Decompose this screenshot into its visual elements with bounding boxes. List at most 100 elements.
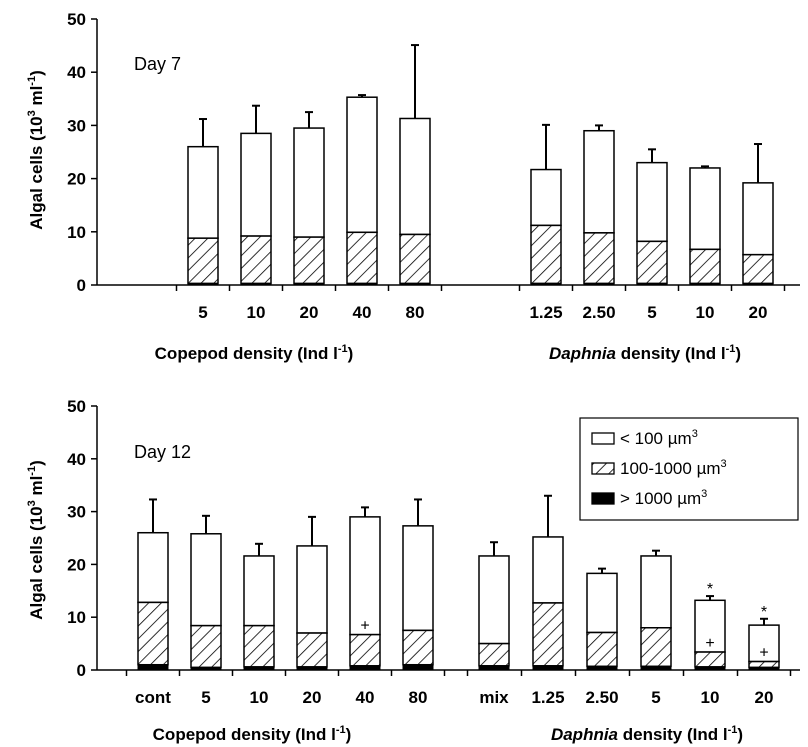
- bar-large-cells: [190, 666, 222, 671]
- bar-medium-cells: [346, 231, 378, 285]
- bar-medium-cells: [640, 627, 672, 668]
- bar-large-cells: [742, 282, 774, 286]
- bar-large-cells: [137, 664, 169, 671]
- x-axis-label: Daphnia density (Ind l-1​): [551, 724, 743, 744]
- x-tick-label: 20: [303, 688, 322, 707]
- bar-medium-cells: [399, 233, 431, 285]
- bar-small-cells: [137, 531, 169, 604]
- x-tick-label: 5: [201, 688, 210, 707]
- bar-medium-cells: [296, 632, 328, 668]
- y-axis-label: Algal cells (103​ ml-1​): [26, 70, 46, 230]
- bar-medium-cells: [349, 633, 381, 667]
- bar-large-cells: [748, 666, 780, 671]
- x-tick-label: 10: [701, 688, 720, 707]
- bar-small-cells: [243, 555, 275, 627]
- bar-medium-cells: [243, 624, 275, 668]
- bar-small-cells: [583, 129, 615, 234]
- bar-small-cells: [399, 117, 431, 236]
- x-tick-label: 20: [755, 688, 774, 707]
- bar-small-cells: [187, 145, 219, 239]
- bar-small-cells: [402, 525, 434, 632]
- bar-small-cells: [748, 624, 780, 663]
- y-tick-label: 10: [67, 223, 86, 242]
- x-axis-label: Copepod density (Ind l-1​): [153, 724, 352, 744]
- legend-swatch: [591, 492, 615, 505]
- x-tick-label: 1.25: [531, 688, 564, 707]
- x-tick-label: 2.50: [585, 688, 618, 707]
- legend-label: < 100 µm3​: [620, 428, 698, 448]
- bar-medium-cells: [478, 642, 510, 667]
- significance-star: *: [761, 604, 767, 621]
- bar-medium-cells: [586, 631, 618, 668]
- y-tick-label: 0: [77, 661, 86, 680]
- x-tick-label: 5: [198, 303, 207, 322]
- bar-medium-cells: [187, 237, 219, 285]
- y-tick-label: 50: [67, 397, 86, 416]
- panel-2: 0 10 20 30 40 50 Algal cells (103​ ml-1​) Day 1…: [26, 397, 800, 744]
- y-tick-label: 20: [67, 555, 86, 574]
- significance-star: *: [707, 581, 713, 598]
- bar-small-cells: [640, 555, 672, 629]
- x-tick-label: 80: [409, 688, 428, 707]
- x-tick-label: 80: [406, 303, 425, 322]
- x-tick-label: 40: [356, 688, 375, 707]
- y-tick-label: 20: [67, 170, 86, 189]
- bar-small-cells: [296, 545, 328, 634]
- bar-large-cells: [399, 282, 431, 286]
- x-axis-label: Copepod density (Ind l-1​): [155, 343, 354, 363]
- bar-small-cells: [478, 555, 510, 645]
- panel-label: Day 7: [134, 54, 181, 74]
- bar-small-cells: [349, 516, 381, 636]
- bar-medium-cells: [694, 651, 726, 668]
- bar-large-cells: [402, 664, 434, 671]
- bar-small-cells: [694, 599, 726, 653]
- bar-medium-cells: [402, 629, 434, 666]
- bar-large-cells: [187, 282, 219, 286]
- y-tick-label: 50: [67, 10, 86, 29]
- x-tick-label: mix: [479, 688, 509, 707]
- bar-large-cells: [583, 282, 615, 286]
- bar-medium-cells: [190, 624, 222, 669]
- y-tick-label: 40: [67, 450, 86, 469]
- panel-label: Day 12: [134, 442, 191, 462]
- bar-large-cells: [532, 665, 564, 671]
- x-tick-label: 2.50: [582, 303, 615, 322]
- x-tick-label: 20: [300, 303, 319, 322]
- x-tick-label: cont: [135, 688, 171, 707]
- legend-label: 100-1000 µm3​: [620, 458, 727, 478]
- x-tick-label: 1.25: [529, 303, 562, 322]
- bar-small-cells: [530, 168, 562, 227]
- x-tick-label: 40: [353, 303, 372, 322]
- bar-small-cells: [240, 132, 272, 237]
- x-tick-label: 10: [247, 303, 266, 322]
- bar-large-cells: [530, 282, 562, 286]
- x-tick-label: 5: [651, 688, 660, 707]
- bar-medium-cells: [532, 602, 564, 667]
- bar-small-cells: [689, 167, 721, 251]
- bar-large-cells: [293, 282, 325, 286]
- legend-label: > 1000 µm3​: [620, 488, 707, 508]
- y-tick-label: 0: [77, 276, 86, 295]
- y-tick-label: 40: [67, 63, 86, 82]
- y-tick-label: 30: [67, 116, 86, 135]
- bar-large-cells: [243, 666, 275, 671]
- x-tick-label: 20: [749, 303, 768, 322]
- bar-medium-cells: [293, 236, 325, 285]
- x-tick-label: 10: [250, 688, 269, 707]
- bar-small-cells: [532, 536, 564, 604]
- bar-large-cells: [694, 666, 726, 671]
- significance-mark: +: [759, 645, 768, 662]
- bar-large-cells: [478, 665, 510, 671]
- bar-large-cells: [240, 282, 272, 286]
- bar-medium-cells: [530, 224, 562, 285]
- bar-medium-cells: [240, 235, 272, 285]
- bar-large-cells: [689, 282, 721, 286]
- bar-small-cells: [636, 161, 668, 243]
- legend: < 100 µm3​ 100-1000 µm3​ > 1000 µm3​: [579, 417, 799, 521]
- bar-small-cells: [190, 533, 222, 627]
- legend-box: [579, 417, 799, 521]
- bar-small-cells: [586, 572, 618, 634]
- bar-large-cells: [346, 282, 378, 286]
- y-tick-label: 10: [67, 608, 86, 627]
